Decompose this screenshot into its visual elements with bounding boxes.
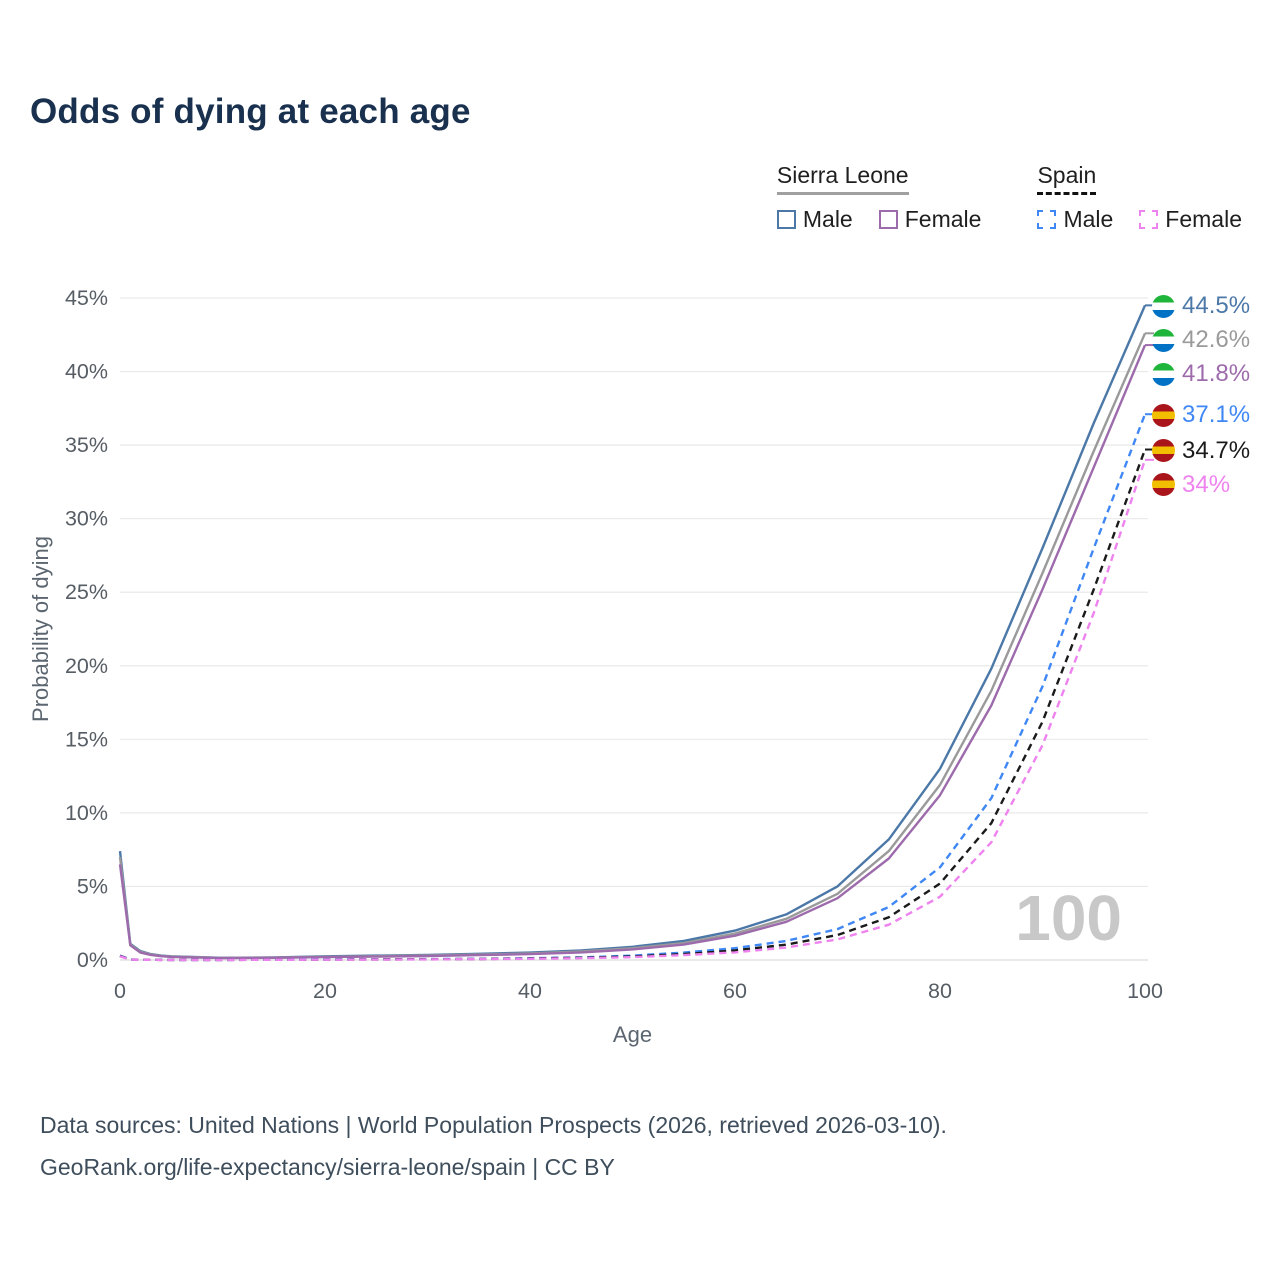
legend-item-label: Male — [1063, 206, 1114, 232]
legend-item-label: Male — [802, 206, 853, 232]
y-axis-title: Probability of dying — [28, 536, 53, 722]
x-tick-label: 40 — [518, 979, 542, 1003]
y-tick-label: 0% — [77, 948, 108, 972]
legend-item-sierra-leone-female[interactable]: Female — [878, 206, 982, 233]
spain-female-swatch-icon — [1139, 210, 1159, 229]
footer-attribution: GeoRank.org/life-expectancy/sierra-leone… — [40, 1154, 615, 1181]
legend-group-title-sierra-leone: Sierra Leone — [776, 162, 909, 195]
footer-data-sources: Data sources: United Nations | World Pop… — [40, 1112, 947, 1138]
spain-male-swatch-icon — [1037, 210, 1057, 229]
legend-item-label: Female — [904, 206, 982, 232]
series-line — [118, 344, 1147, 960]
x-tick-label: 60 — [723, 979, 747, 1003]
x-tick-label: 0 — [114, 979, 126, 1003]
y-tick-label: 15% — [65, 727, 108, 751]
legend-item-sierra-leone-male[interactable]: Male — [776, 206, 853, 233]
x-tick-label: 80 — [928, 979, 952, 1003]
chart-legend: Sierra Leone Male Female Spain Male Fema… — [776, 162, 1242, 233]
x-tick-label: 20 — [313, 979, 337, 1003]
sierra-leone-male-swatch-icon — [776, 210, 796, 229]
legend-group-title-spain: Spain — [1037, 162, 1097, 195]
series-line — [119, 459, 1147, 962]
y-tick-label: 25% — [65, 580, 108, 604]
footer: Data sources: United Nations | World Pop… — [40, 1104, 947, 1189]
y-tick-label: 35% — [65, 433, 108, 457]
series-line — [119, 413, 1147, 962]
legend-item-spain-female[interactable]: Female — [1139, 206, 1242, 233]
series-line — [118, 332, 1147, 960]
x-tick-label: 100 — [1127, 979, 1163, 1003]
legend-group-sierra-leone: Sierra Leone Male Female — [776, 162, 982, 233]
y-tick-label: 5% — [77, 874, 108, 898]
y-tick-label: 40% — [65, 360, 108, 384]
sierra-leone-female-swatch-icon — [878, 210, 898, 229]
y-tick-label: 30% — [65, 507, 108, 531]
legend-item-label: Female — [1165, 206, 1242, 232]
series-line — [118, 304, 1147, 959]
y-tick-label: 45% — [65, 286, 108, 310]
legend-group-spain: Spain Male Female — [1037, 162, 1242, 233]
y-tick-label: 20% — [65, 654, 108, 678]
page-title: Odds of dying at each age — [30, 92, 471, 131]
y-tick-label: 10% — [65, 801, 108, 825]
legend-item-spain-male[interactable]: Male — [1037, 206, 1113, 233]
x-axis-title: Age — [613, 1022, 652, 1047]
age-watermark: 100 — [1015, 882, 1122, 954]
